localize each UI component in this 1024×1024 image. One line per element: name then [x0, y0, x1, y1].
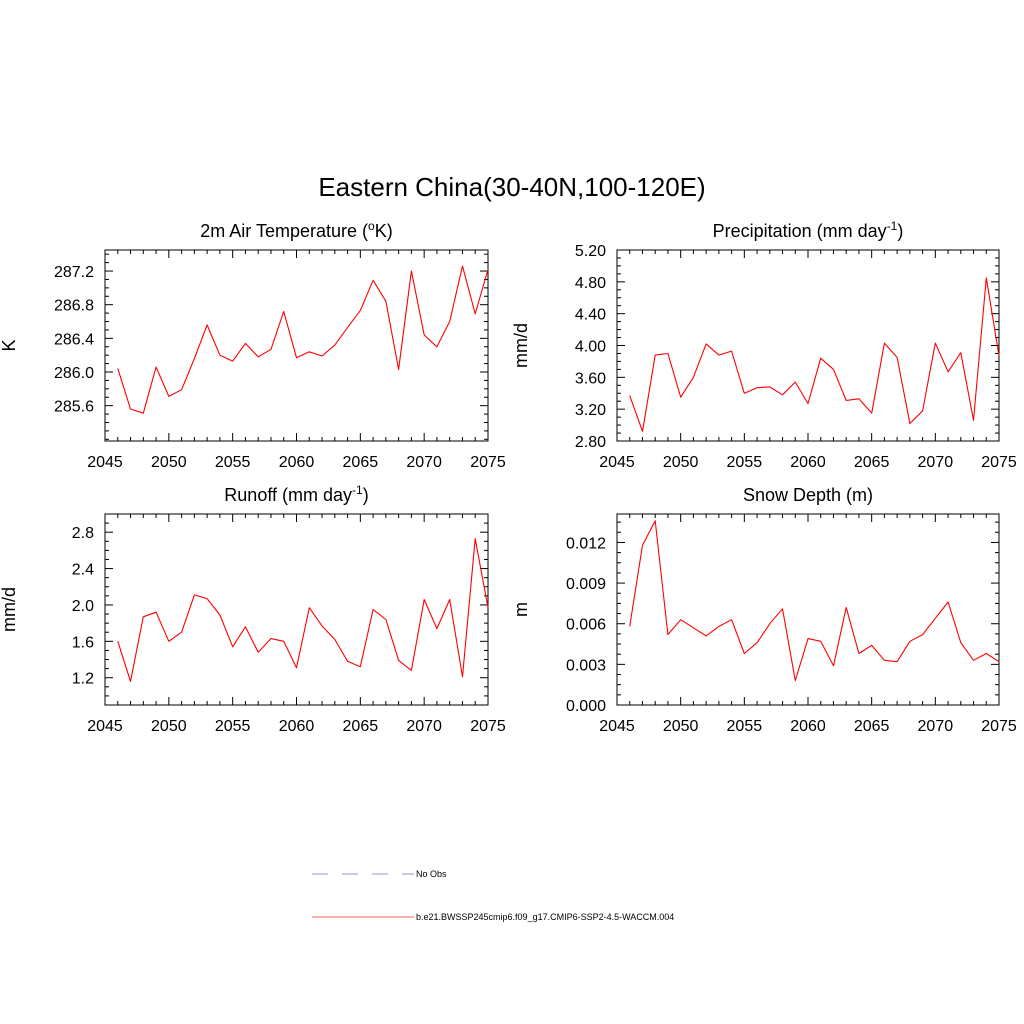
series-line	[629, 520, 1000, 682]
panel-precipitation: 2045 2050 2055 2060 2065 2070 2075 2.80 3.20 3.60…	[511, 219, 1017, 471]
x-tick-label: 2045	[87, 454, 123, 471]
x-tick-label: 2060	[790, 454, 826, 471]
y-tick-label: 2.0	[72, 598, 94, 615]
x-tick-label: 2050	[151, 718, 187, 735]
y-axis-label: mm/d	[0, 587, 19, 632]
x-tick-label: 2065	[854, 718, 890, 735]
x-tick-label: 2065	[343, 454, 379, 471]
x-tick-label: 2055	[727, 454, 763, 471]
panel-title-tail: )	[363, 485, 369, 505]
legend: No Obs b.e21.BWSSP245cmip6.f09_g17.CMIP6…	[312, 869, 674, 922]
panel-runoff: 2045 2050 2055 2060 2065 2070 2075 1.2 1.6 2.0 2.4…	[0, 483, 506, 735]
panels: 2045 2050 2055 2060 2065 2070 2075 285.6 286.0 28…	[0, 219, 1017, 735]
y-tick-label: 0.006	[566, 617, 606, 634]
y-tick-label: 286.8	[54, 298, 94, 315]
panel-title-main: Runoff (mm day	[224, 485, 352, 505]
y-tick-label: 2.8	[72, 525, 94, 542]
series-line	[629, 277, 1000, 432]
x-tick-label: 2055	[215, 718, 251, 735]
panel-snow-depth: 2045 2050 2055 2060 2065 2070 2075 0.000 0.003 0.…	[511, 485, 1017, 735]
y-tick-label: 1.6	[72, 634, 94, 651]
x-tick-label: 2055	[215, 454, 251, 471]
x-tick-label: 2060	[279, 454, 315, 471]
x-tick-label: 2045	[87, 718, 123, 735]
x-tick-label: 2050	[151, 454, 187, 471]
y-tick-label: 0.003	[566, 657, 606, 674]
panel-title-tail: )	[897, 221, 903, 241]
series-line	[117, 265, 489, 414]
panel-title-tail: K)	[375, 221, 393, 241]
x-tick-label: 2075	[981, 454, 1017, 471]
panel-title-main: Snow Depth (m)	[743, 485, 873, 505]
panel-title: 2m Air Temperature (oK)	[200, 219, 392, 241]
x-tick-label: 2045	[599, 718, 635, 735]
panel-title-main: Precipitation (mm day	[713, 221, 887, 241]
panel-title-superscript: o	[368, 219, 375, 233]
y-tick-label: 286.0	[54, 365, 94, 382]
y-tick-label: 4.80	[575, 275, 606, 292]
series-line	[117, 538, 489, 682]
x-tick-label: 2065	[343, 718, 379, 735]
x-tick-label: 2060	[279, 718, 315, 735]
panel-title: Precipitation (mm day-1)	[713, 219, 904, 241]
y-tick-label: 2.80	[575, 434, 606, 451]
y-tick-label: 5.20	[575, 243, 606, 260]
y-tick-label: 0.009	[566, 576, 606, 593]
y-tick-label: 3.60	[575, 370, 606, 387]
x-tick-label: 2070	[406, 718, 442, 735]
x-tick-label: 2070	[918, 454, 954, 471]
x-tick-label: 2075	[981, 718, 1017, 735]
x-tick-label: 2070	[406, 454, 442, 471]
x-tick-label: 2060	[790, 718, 826, 735]
y-tick-label: 3.20	[575, 402, 606, 419]
panel-title-superscript: -1	[887, 219, 898, 233]
y-tick-label: 4.00	[575, 339, 606, 356]
y-axis-label: K	[0, 339, 19, 351]
plot-frame	[104, 513, 489, 706]
panel-title-main: 2m Air Temperature (	[200, 221, 368, 241]
x-tick-label: 2070	[918, 718, 954, 735]
x-tick-label: 2075	[470, 718, 506, 735]
y-axis-label: m	[511, 602, 531, 617]
panel-title-superscript: -1	[352, 483, 363, 497]
panel-air-temperature: 2045 2050 2055 2060 2065 2070 2075 285.6 286.0 28…	[0, 219, 506, 471]
y-tick-label: 1.2	[72, 671, 94, 688]
y-tick-label: 0.000	[566, 698, 606, 715]
legend-label-model: b.e21.BWSSP245cmip6.f09_g17.CMIP6-SSP2-4…	[416, 912, 674, 922]
x-tick-label: 2075	[470, 454, 506, 471]
panel-title: Snow Depth (m)	[743, 485, 873, 505]
figure-title: Eastern China(30-40N,100-120E)	[318, 172, 705, 202]
x-tick-label: 2065	[854, 454, 890, 471]
plot-frame	[616, 249, 1000, 442]
y-axis-label: mm/d	[511, 323, 531, 368]
y-tick-label: 285.6	[54, 399, 94, 416]
x-tick-label: 2045	[599, 454, 635, 471]
y-tick-label: 2.4	[72, 562, 94, 579]
panel-title: Runoff (mm day-1)	[224, 483, 368, 505]
x-tick-label: 2055	[727, 718, 763, 735]
y-tick-label: 0.012	[566, 535, 606, 552]
legend-label-no-obs: No Obs	[416, 869, 447, 879]
x-tick-label: 2050	[663, 454, 699, 471]
y-tick-label: 4.40	[575, 307, 606, 324]
y-tick-label: 286.4	[54, 331, 94, 348]
plot-frame	[104, 249, 489, 442]
x-tick-label: 2050	[663, 718, 699, 735]
y-tick-label: 287.2	[54, 264, 94, 281]
